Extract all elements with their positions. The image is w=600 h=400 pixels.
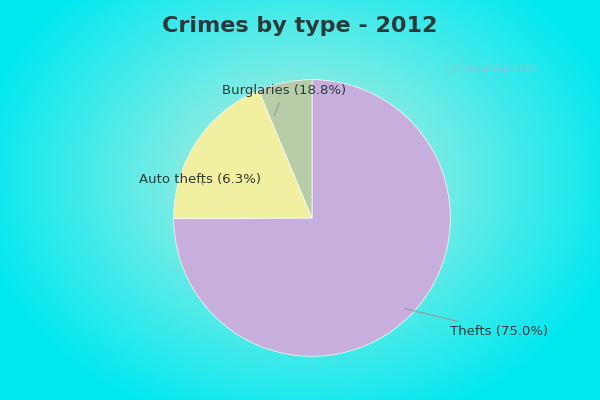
Wedge shape <box>173 80 451 356</box>
Wedge shape <box>173 90 312 219</box>
Text: Crimes by type - 2012: Crimes by type - 2012 <box>163 16 437 36</box>
Text: ⓘ City-Data.com: ⓘ City-Data.com <box>447 63 537 73</box>
Wedge shape <box>259 80 312 218</box>
Text: Thefts (75.0%): Thefts (75.0%) <box>404 308 548 338</box>
Text: Auto thefts (6.3%): Auto thefts (6.3%) <box>139 173 261 186</box>
Text: Burglaries (18.8%): Burglaries (18.8%) <box>222 84 346 116</box>
